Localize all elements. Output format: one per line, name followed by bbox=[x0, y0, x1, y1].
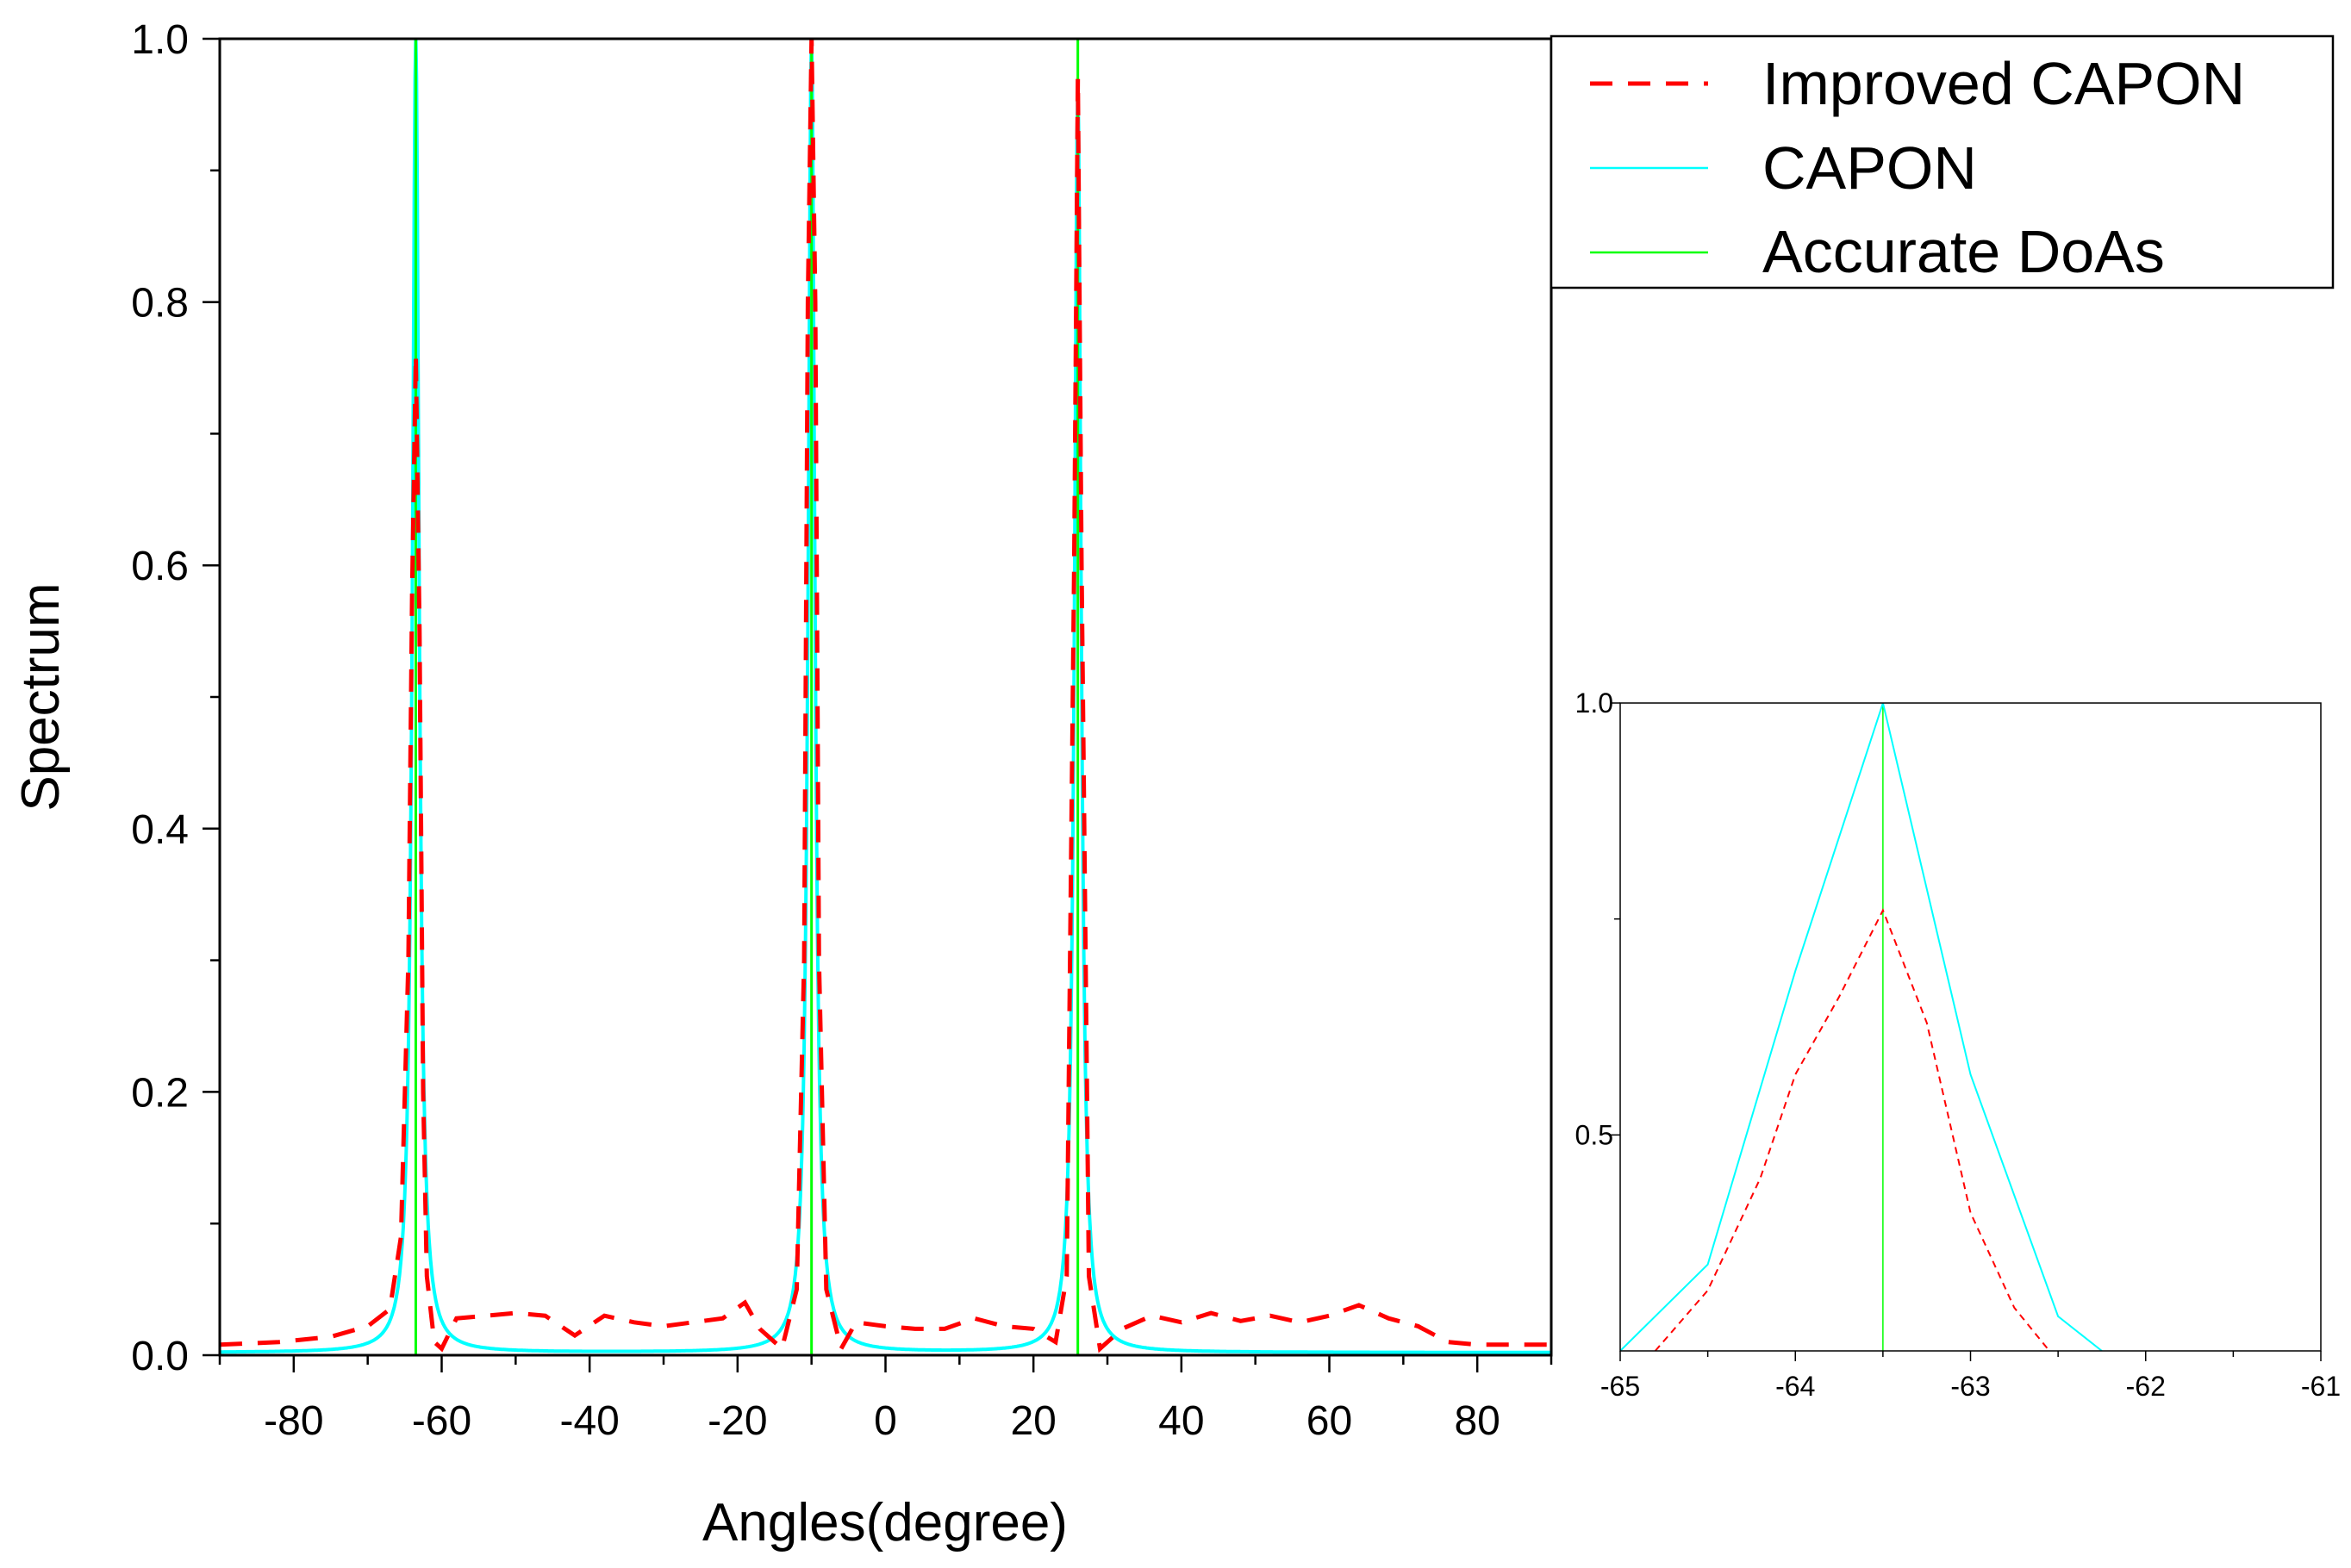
x-tick-label: 20 bbox=[1010, 1398, 1056, 1444]
x-tick-label: -80 bbox=[264, 1398, 323, 1444]
x-tick-label: 60 bbox=[1306, 1398, 1352, 1444]
inset-x-ticks: -65 -64 -63 -62 -61 bbox=[1600, 1351, 2341, 1402]
x-axis-label: Angles(degree) bbox=[702, 1493, 1068, 1552]
legend: Improved CAPON CAPON Accurate DoAs bbox=[1550, 34, 2335, 289]
main-y-ticks: 0.0 0.2 0.4 0.6 0.8 1.0 bbox=[131, 17, 220, 1379]
inset-chart: -65 -64 -63 -62 -61 0.5 1.0 bbox=[1575, 688, 2342, 1402]
inset-series-group bbox=[1620, 703, 2103, 1351]
y-tick-label: 0.4 bbox=[131, 807, 189, 853]
legend-box bbox=[1550, 34, 2335, 289]
legend-label-capon: CAPON bbox=[1762, 134, 1977, 202]
main-chart: -80 -60 -40 -20 0 20 40 60 80 0.0 0.2 0.4 0.6 0.8 1.0… bbox=[11, 17, 1553, 1552]
x-tick-label: 40 bbox=[1158, 1398, 1204, 1444]
x-tick-label: 0 bbox=[874, 1398, 897, 1444]
main-series-group bbox=[220, 39, 1551, 1355]
inset-x-tick-label: -65 bbox=[1600, 1371, 1640, 1402]
inset-y-ticks: 0.5 1.0 bbox=[1575, 688, 1620, 1150]
inset-x-tick-label: -63 bbox=[1950, 1371, 1990, 1402]
inset-x-tick-label: -64 bbox=[1775, 1371, 1815, 1402]
inset-capon-line bbox=[1620, 703, 2103, 1351]
inset-x-tick-label: -61 bbox=[2301, 1371, 2341, 1402]
y-tick-label: 1.0 bbox=[131, 17, 189, 63]
legend-label-accurate-doas: Accurate DoAs bbox=[1762, 218, 2165, 285]
legend-label-improved-capon: Improved CAPON bbox=[1762, 50, 2245, 117]
y-axis-label: Spectrum bbox=[11, 582, 71, 811]
inset-improved-capon-line bbox=[1654, 908, 2050, 1351]
x-tick-label: -20 bbox=[708, 1398, 767, 1444]
inset-x-tick-label: -62 bbox=[2126, 1371, 2166, 1402]
series-capon-line bbox=[220, 39, 1551, 1354]
series-improved-capon-line bbox=[220, 39, 1551, 1355]
x-tick-label: -60 bbox=[412, 1398, 471, 1444]
inset-y-tick-label: 1.0 bbox=[1575, 688, 1613, 719]
y-tick-label: 0.8 bbox=[131, 281, 189, 327]
inset-y-tick-label: 0.5 bbox=[1575, 1119, 1613, 1150]
x-tick-label: -40 bbox=[559, 1398, 619, 1444]
main-x-ticks: -80 -60 -40 -20 0 20 40 60 80 bbox=[218, 1355, 1553, 1444]
y-tick-label: 0.2 bbox=[131, 1070, 189, 1116]
x-tick-label: 80 bbox=[1454, 1398, 1500, 1444]
y-tick-label: 0.0 bbox=[131, 1334, 189, 1379]
y-tick-label: 0.6 bbox=[131, 544, 189, 589]
